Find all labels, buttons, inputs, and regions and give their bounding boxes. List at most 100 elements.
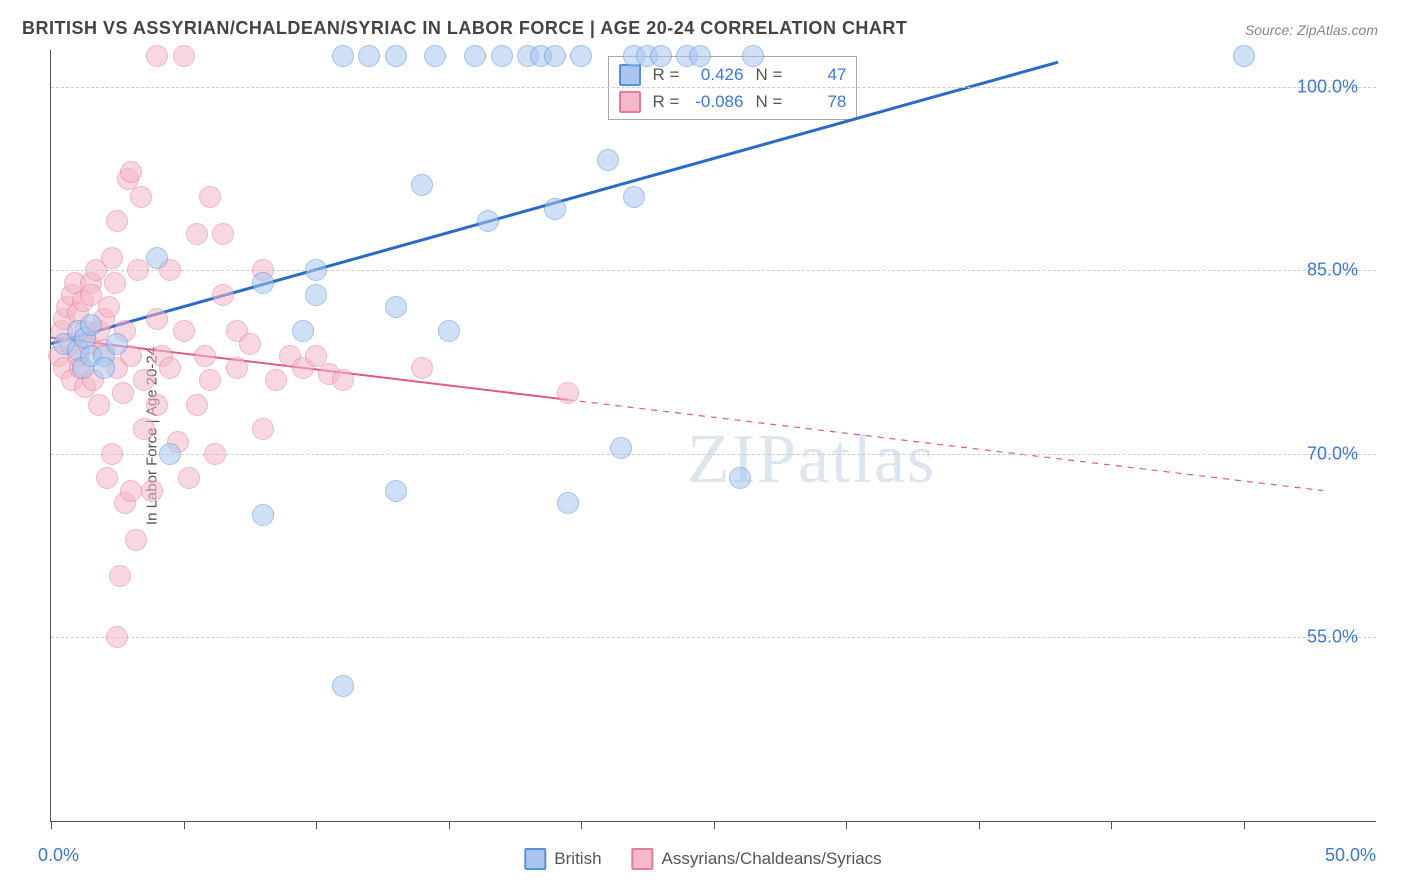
data-point — [146, 45, 168, 67]
data-point — [106, 626, 128, 648]
data-point — [212, 284, 234, 306]
data-point — [464, 45, 486, 67]
data-point — [385, 45, 407, 67]
data-point — [133, 369, 155, 391]
data-point — [438, 320, 460, 342]
data-point — [186, 223, 208, 245]
data-point — [332, 369, 354, 391]
y-tick-label: 70.0% — [1307, 443, 1358, 464]
data-point — [133, 418, 155, 440]
chart-title: BRITISH VS ASSYRIAN/CHALDEAN/SYRIAC IN L… — [22, 18, 907, 39]
data-point — [178, 467, 200, 489]
data-point — [597, 149, 619, 171]
r-label: R = — [653, 88, 680, 115]
data-point — [491, 45, 513, 67]
x-tick — [184, 821, 185, 829]
data-point — [226, 357, 248, 379]
data-point — [80, 314, 102, 336]
data-point — [106, 210, 128, 232]
data-point — [265, 369, 287, 391]
data-point — [411, 174, 433, 196]
y-tick-label: 100.0% — [1297, 76, 1358, 97]
data-point — [252, 504, 274, 526]
data-point — [610, 437, 632, 459]
data-point — [159, 357, 181, 379]
x-axis-max-label: 50.0% — [1325, 845, 1376, 866]
data-point — [173, 45, 195, 67]
x-tick — [51, 821, 52, 829]
data-point — [125, 529, 147, 551]
x-tick — [449, 821, 450, 829]
y-tick-label: 55.0% — [1307, 627, 1358, 648]
data-point — [101, 443, 123, 465]
data-point — [570, 45, 592, 67]
data-point — [623, 186, 645, 208]
data-point — [332, 45, 354, 67]
data-point — [729, 467, 751, 489]
data-point — [292, 320, 314, 342]
data-point — [385, 296, 407, 318]
n-value: 47 — [790, 61, 846, 88]
gridline — [51, 637, 1376, 638]
swatch-british — [619, 64, 641, 86]
legend-label: Assyrians/Chaldeans/Syriacs — [662, 849, 882, 869]
watermark: ZIPatlas — [687, 420, 936, 500]
data-point — [199, 369, 221, 391]
x-tick — [714, 821, 715, 829]
data-point — [305, 259, 327, 281]
data-point — [101, 247, 123, 269]
data-point — [385, 480, 407, 502]
data-point — [146, 394, 168, 416]
data-point — [112, 382, 134, 404]
y-tick-label: 85.0% — [1307, 260, 1358, 281]
data-point — [141, 480, 163, 502]
series-legend: British Assyrians/Chaldeans/Syriacs — [524, 848, 881, 870]
gridline — [51, 270, 1376, 271]
gridline — [51, 454, 1376, 455]
data-point — [544, 45, 566, 67]
data-point — [199, 186, 221, 208]
data-point — [109, 565, 131, 587]
trend-lines — [51, 50, 1376, 821]
legend-label: British — [554, 849, 601, 869]
data-point — [742, 45, 764, 67]
data-point — [159, 443, 181, 465]
x-axis-min-label: 0.0% — [38, 845, 79, 866]
data-point — [358, 45, 380, 67]
data-point — [212, 223, 234, 245]
x-tick — [581, 821, 582, 829]
data-point — [146, 308, 168, 330]
legend-item-british: British — [524, 848, 601, 870]
data-point — [689, 45, 711, 67]
data-point — [305, 284, 327, 306]
data-point — [239, 333, 261, 355]
data-point — [424, 45, 446, 67]
n-label: N = — [755, 88, 782, 115]
swatch-assyrians — [632, 848, 654, 870]
x-tick — [316, 821, 317, 829]
data-point — [252, 418, 274, 440]
legend-item-assyrians: Assyrians/Chaldeans/Syriacs — [632, 848, 882, 870]
plot-area: In Labor Force | Age 20-24 ZIPatlas R = … — [50, 50, 1376, 822]
data-point — [1233, 45, 1255, 67]
data-point — [130, 186, 152, 208]
data-point — [411, 357, 433, 379]
data-point — [332, 675, 354, 697]
gridline — [51, 87, 1376, 88]
data-point — [650, 45, 672, 67]
x-tick — [1111, 821, 1112, 829]
data-point — [93, 357, 115, 379]
swatch-british — [524, 848, 546, 870]
x-tick — [1244, 821, 1245, 829]
data-point — [204, 443, 226, 465]
data-point — [173, 320, 195, 342]
data-point — [557, 382, 579, 404]
data-point — [88, 394, 110, 416]
r-value: -0.086 — [687, 88, 743, 115]
data-point — [106, 333, 128, 355]
n-value: 78 — [790, 88, 846, 115]
data-point — [120, 480, 142, 502]
swatch-assyrians — [619, 91, 641, 113]
legend-row: R = -0.086 N = 78 — [619, 88, 847, 115]
data-point — [557, 492, 579, 514]
